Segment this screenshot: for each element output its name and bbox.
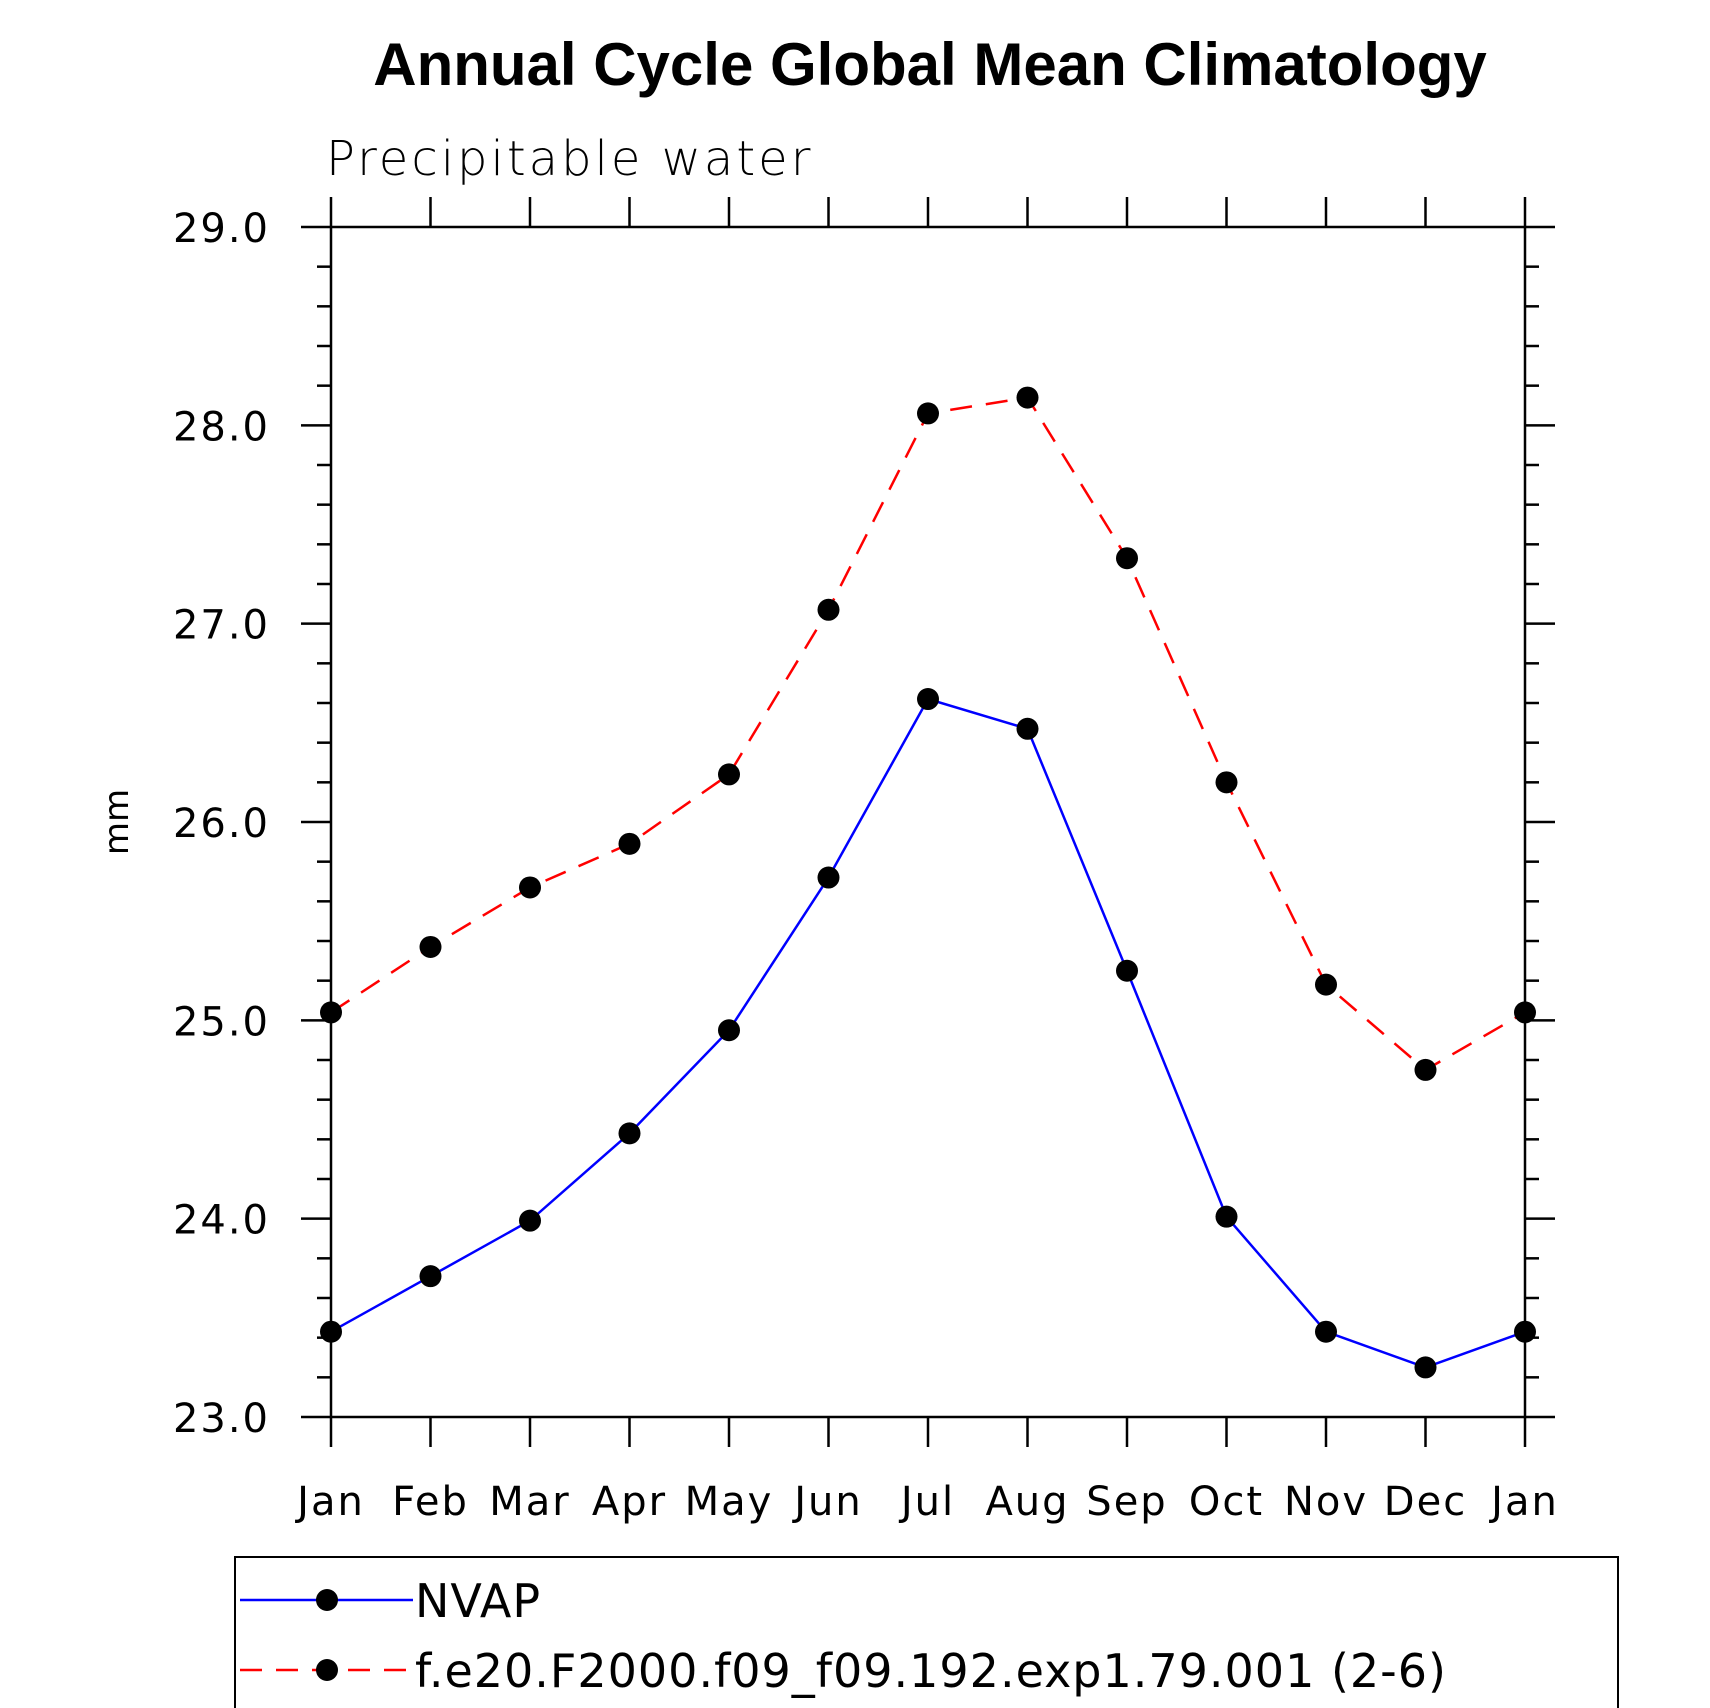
series-point-1 [1414,1058,1437,1081]
y-tick-label: 25.0 [173,999,270,1045]
plot-frame [329,225,1527,1419]
series-point-1 [917,402,939,425]
y-tick-label: 24.0 [173,1198,270,1244]
x-tick-label: Apr [592,1479,667,1525]
series-point-1 [1215,771,1238,794]
x-tick-label: Sep [1086,1479,1167,1525]
legend-marker-nvap [316,1589,338,1611]
x-tick-label: Dec [1384,1479,1467,1525]
series-point-0 [419,1265,442,1288]
series-point-0 [618,1122,641,1145]
legend-label-model: f.e20.F2000.f09_f09.192.exp1.79.001 (2-6… [415,1644,1447,1698]
legend-box [234,1556,1619,1708]
series-line-1 [330,396,1526,1072]
series-point-1 [1016,386,1039,409]
x-tick-label: Aug [985,1479,1069,1525]
series-lines [330,396,1526,1369]
y-axis-label: mm [97,789,137,855]
series-point-0 [1016,717,1039,740]
y-tick-label: 26.0 [173,801,270,847]
x-tick-label: May [685,1479,774,1525]
x-tick-label: Jan [1488,1479,1559,1525]
x-tick-label: Nov [1284,1479,1368,1525]
series-point-1 [1514,1001,1536,1024]
series-point-0 [1215,1205,1238,1228]
series-point-0 [718,1019,740,1042]
legend-marker-model [316,1659,338,1681]
series-point-1 [718,763,740,786]
legend-label-nvap: NVAP [415,1574,541,1628]
y-tick-label: 27.0 [173,603,270,649]
axis-ticks [301,197,1555,1447]
series-point-1 [618,832,641,855]
chart-subtitle: Precipitable water [326,131,813,187]
series-point-1 [419,935,442,958]
series-point-0 [917,688,939,711]
series-line-0 [330,697,1526,1369]
y-tick-label: 28.0 [173,404,270,450]
y-tick-label: 29.0 [173,206,270,252]
series-point-1 [320,1001,342,1024]
series-point-0 [1116,959,1138,982]
y-tick-label: 23.0 [173,1396,270,1442]
series-point-0 [320,1320,342,1343]
series-point-1 [1116,547,1138,570]
series-point-0 [1414,1356,1437,1379]
x-tick-label: Jun [791,1479,863,1525]
series-point-0 [1315,1320,1337,1343]
x-tick-label: Feb [392,1479,469,1525]
x-tick-label: Mar [489,1479,570,1525]
y-tick-labels: 23.0 24.0 25.0 26.0 27.0 28.0 29.0 [173,206,270,1442]
x-tick-label: Oct [1189,1479,1264,1525]
x-tick-label: Jul [898,1479,955,1525]
x-tick-label: Jan [294,1479,365,1525]
series-point-1 [519,876,541,899]
chart-title: Annual Cycle Global Mean Climatology [373,31,1487,98]
series-markers [320,386,1536,1379]
series-point-1 [817,598,840,621]
series-point-0 [1514,1320,1536,1343]
series-point-0 [817,866,840,889]
series-point-0 [519,1209,541,1232]
series-point-1 [1315,973,1337,996]
legend: NVAP f.e20.F2000.f09_f09.192.exp1.79.001… [234,1556,1619,1708]
x-tick-labels: Jan Feb Mar Apr May Jun Jul Aug Sep Oct Nov Dec Jan [294,1479,1559,1525]
